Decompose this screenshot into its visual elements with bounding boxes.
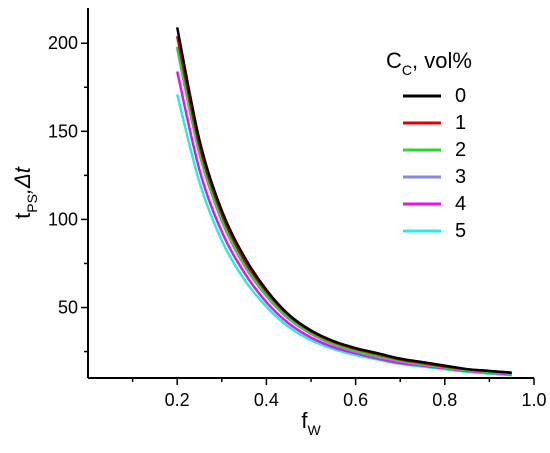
- x-tick-label: 0.6: [343, 390, 368, 410]
- legend-label-5: 5: [455, 220, 466, 242]
- legend-label-0: 0: [455, 85, 466, 107]
- legend-title-main: C: [386, 48, 402, 73]
- y-axis-label-rest: ,Δt: [10, 166, 35, 194]
- legend-label-4: 4: [455, 193, 466, 215]
- x-axis-label-main: f: [301, 408, 308, 433]
- x-tick-label: 0.2: [165, 390, 190, 410]
- x-tick-label: 1.0: [521, 390, 546, 410]
- legend-title-sub: C: [402, 62, 412, 78]
- y-axis-label-main: t: [10, 213, 35, 219]
- legend-label-1: 1: [455, 112, 466, 134]
- legend-label-3: 3: [455, 166, 466, 188]
- series-layer: [175, 27, 512, 377]
- y-ticks: 50 100 150 200: [48, 33, 88, 353]
- series-line-0: [175, 27, 512, 374]
- y-tick-label: 200: [48, 33, 78, 53]
- y-tick-label: 100: [48, 209, 78, 229]
- legend-title: CC, vol%: [386, 48, 472, 78]
- legend-entries: 0 1 2 3 4 5: [403, 85, 466, 242]
- x-ticks: 0.2 0.4 0.6 0.8 1.0: [131, 378, 547, 410]
- y-axis-label: tPS,Δt: [10, 166, 40, 219]
- x-axis-label-sub: W: [307, 422, 321, 438]
- y-tick-label: 50: [58, 298, 78, 318]
- y-axis-label-sub: PS: [24, 194, 40, 213]
- x-tick-label: 0.8: [432, 390, 457, 410]
- legend-title-rest: , vol%: [412, 48, 472, 73]
- x-tick-label: 0.4: [254, 390, 279, 410]
- y-tick-label: 150: [48, 121, 78, 141]
- legend-label-2: 2: [455, 139, 466, 161]
- x-axis-label: fW: [301, 408, 321, 438]
